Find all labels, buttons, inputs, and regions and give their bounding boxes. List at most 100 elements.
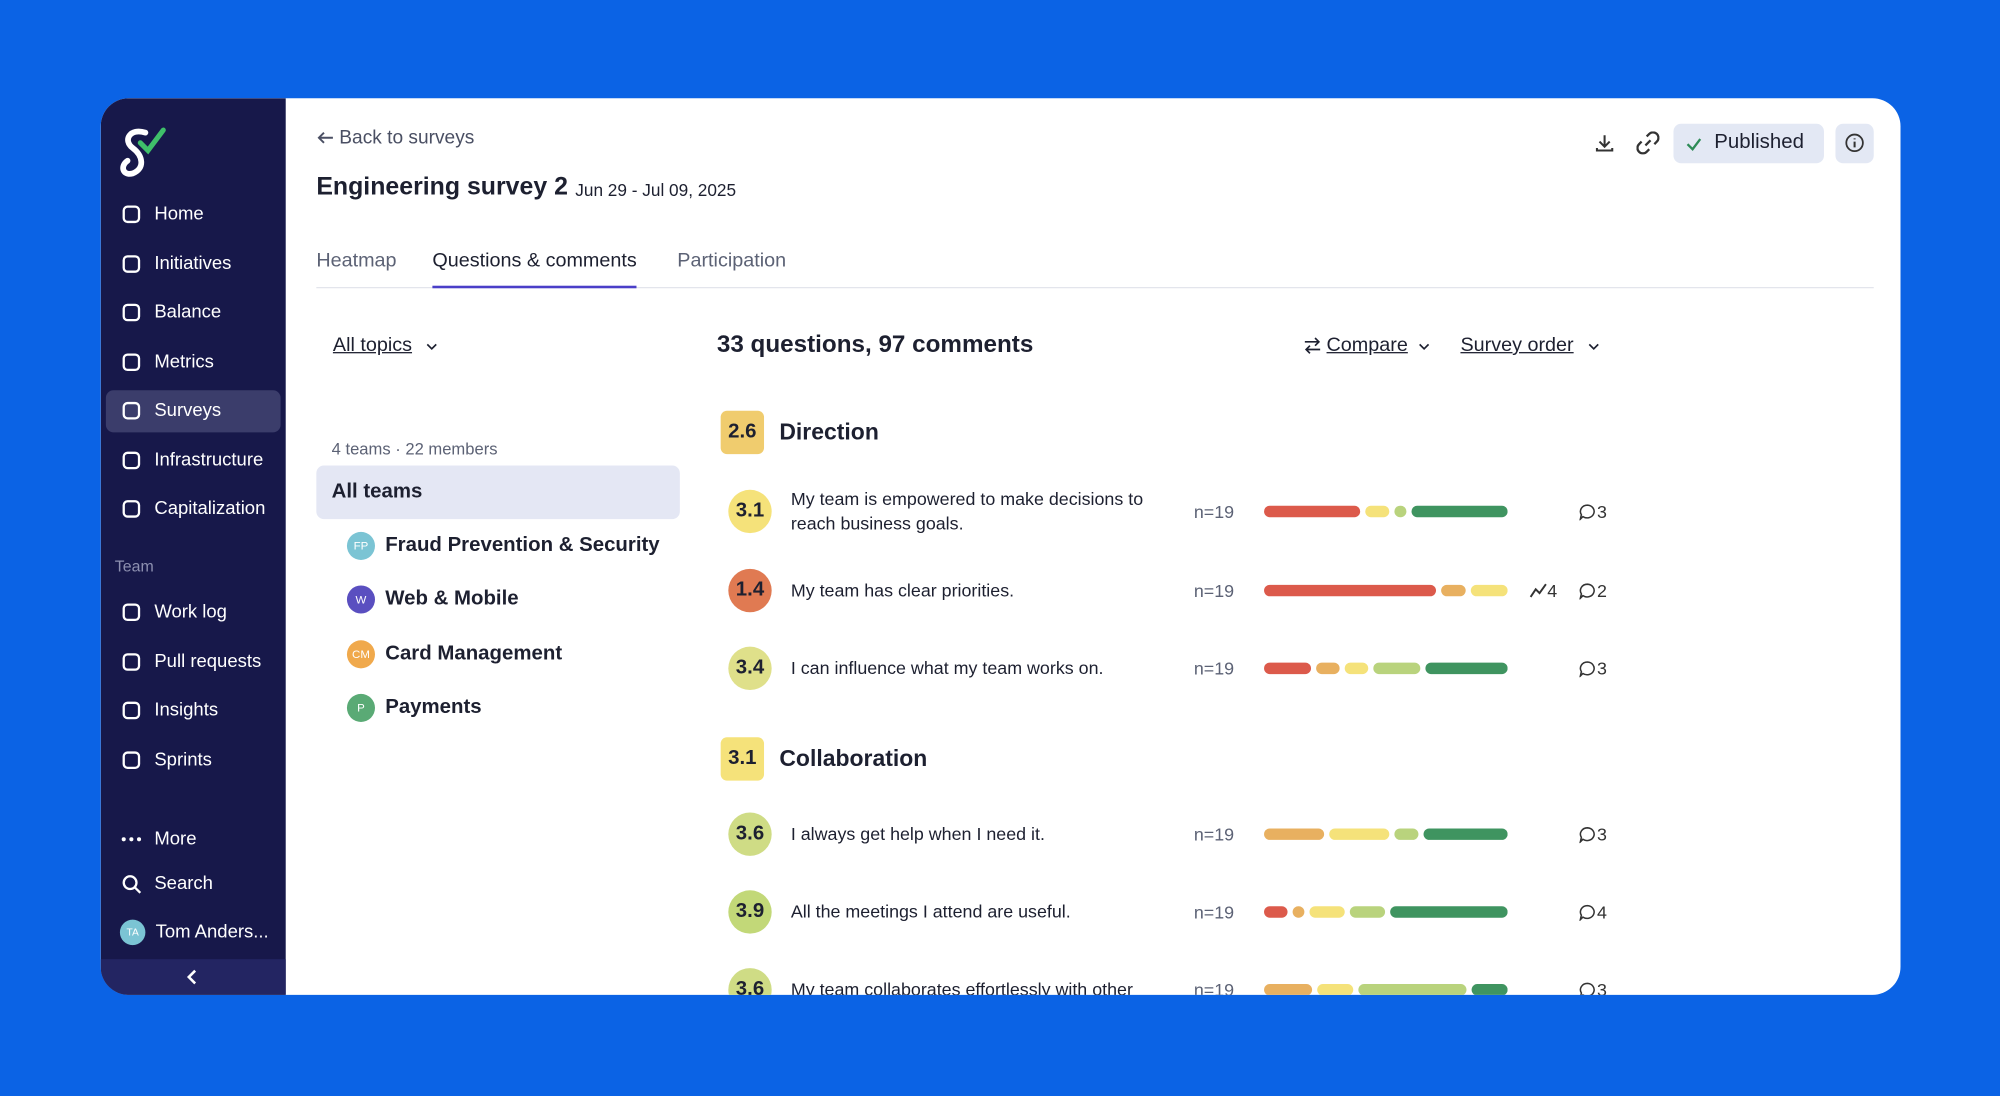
response-count: n=19 [1193, 658, 1235, 679]
distribution-segment [1423, 828, 1508, 840]
published-button[interactable] [1673, 123, 1824, 164]
active-nav-bg [105, 390, 281, 433]
comment-count[interactable]: 3 [1596, 823, 1607, 845]
app-window: Home Initiatives Balance Metrics Surveys Infr… [100, 98, 1901, 995]
question-score-badge [728, 489, 772, 534]
comment-icon [1579, 982, 1595, 995]
section-score-badge [720, 410, 765, 455]
info-button[interactable] [1835, 123, 1874, 164]
team-name[interactable]: Fraud Prevention & Security [385, 534, 660, 557]
status-label[interactable]: Published [1714, 131, 1804, 154]
comment-icon [1579, 827, 1595, 844]
all-teams-row[interactable] [316, 465, 680, 520]
nav-icon [122, 603, 141, 622]
nav-item[interactable]: Balance [154, 302, 222, 323]
question-text[interactable]: I always get help when I need it. [790, 823, 1045, 844]
nav-item[interactable]: Pull requests [154, 651, 262, 673]
sort-button[interactable]: Survey order [1460, 334, 1574, 356]
comment-count[interactable]: 4 [1596, 901, 1607, 923]
chevron [1588, 343, 1599, 351]
distribution-segment [1425, 662, 1508, 675]
check-icon [1686, 138, 1702, 151]
nav-section-label: Team [114, 557, 154, 576]
nav-item[interactable]: Metrics [154, 352, 214, 373]
nav-item[interactable]: More [154, 829, 197, 850]
tab[interactable]: Heatmap [316, 249, 397, 272]
distribution-bar [1264, 505, 1508, 518]
team-name[interactable]: Card Management [385, 642, 563, 665]
tab[interactable]: Participation [677, 249, 787, 272]
distribution-segment [1394, 828, 1419, 840]
download-icon[interactable] [1594, 133, 1614, 153]
compare-button[interactable]: Compare [1326, 334, 1408, 356]
nav-icon [122, 303, 141, 322]
comment-count[interactable]: 3 [1596, 979, 1607, 995]
trend-count: 4 [1547, 580, 1558, 601]
nav-item[interactable]: Infrastructure [154, 450, 264, 471]
question-text[interactable]: My team collaborates effortlessly with o… [790, 978, 1133, 995]
date-range: Jun 29 - Jul 09, 2025 [575, 180, 737, 200]
nav-icon [122, 500, 141, 518]
tab[interactable]: Questions & comments [432, 249, 637, 272]
more-icon [121, 837, 142, 842]
nav-icon [122, 205, 141, 224]
question-score-badge [728, 568, 772, 613]
comment-count[interactable]: 2 [1596, 580, 1607, 601]
chevron [1419, 343, 1430, 351]
nav-item[interactable]: Home [154, 204, 204, 225]
user-name[interactable]: Tom Anders... [155, 922, 269, 943]
topics-filter[interactable]: All topics [332, 334, 413, 356]
nav-item[interactable]: Surveys [154, 400, 222, 421]
back-link[interactable]: Back to surveys [339, 126, 475, 149]
distribution-segment [1349, 906, 1386, 918]
logo [120, 127, 166, 177]
distribution-segment [1316, 662, 1340, 675]
section-name: Collaboration [779, 745, 928, 772]
team-avatar [346, 531, 375, 560]
distribution-segment [1411, 505, 1508, 518]
comment-count[interactable]: 3 [1596, 501, 1607, 522]
response-count: n=19 [1193, 580, 1235, 601]
distribution-segment [1264, 906, 1288, 918]
distribution-segment [1317, 984, 1354, 995]
question-text[interactable]: All the meetings I attend are useful. [790, 901, 1071, 922]
response-count: n=19 [1193, 979, 1235, 995]
nav-item[interactable]: Insights [154, 700, 219, 721]
nav-item[interactable]: Capitalization [154, 498, 266, 520]
question-score: 3.6 [735, 978, 765, 995]
all-teams[interactable]: All teams [331, 480, 423, 503]
team-avatar [346, 585, 375, 614]
distribution-bar [1264, 984, 1508, 995]
distribution-segment [1264, 984, 1313, 995]
distribution-bar [1264, 662, 1508, 675]
question-text[interactable]: I can influence what my team works on. [790, 657, 1104, 678]
nav-item[interactable]: Work log [154, 602, 227, 623]
question-score-badge [728, 646, 772, 691]
distribution-segment [1471, 984, 1508, 995]
link-icon[interactable] [1636, 131, 1660, 155]
distribution-segment [1264, 505, 1361, 518]
nav-item[interactable]: Search [154, 873, 213, 895]
distribution-segment [1292, 906, 1305, 918]
question-text[interactable]: My team has clear priorities. [790, 579, 1015, 601]
comment-icon [1579, 904, 1595, 921]
team-avatar [346, 640, 375, 669]
question-text[interactable]: My team is empowered to make decisions t… [790, 488, 1144, 534]
comment-count[interactable]: 3 [1596, 658, 1607, 679]
collapse-icon [186, 969, 197, 985]
section-score: 3.1 [728, 747, 757, 770]
distribution-bar [1264, 828, 1508, 840]
distribution-segment [1365, 505, 1390, 518]
nav-item[interactable]: Sprints [154, 749, 212, 771]
nav-item[interactable]: Initiatives [154, 253, 232, 275]
compare-icon [1304, 337, 1321, 354]
team-initials: FP [353, 539, 369, 553]
question-score-badge [728, 812, 772, 856]
collapse-bar[interactable] [100, 959, 286, 995]
teams-summary: 4 teams · 22 members [331, 439, 498, 459]
avatar-initials: TA [126, 926, 139, 939]
team-name[interactable]: Payments [385, 696, 482, 719]
team-name[interactable]: Web & Mobile [385, 588, 519, 610]
